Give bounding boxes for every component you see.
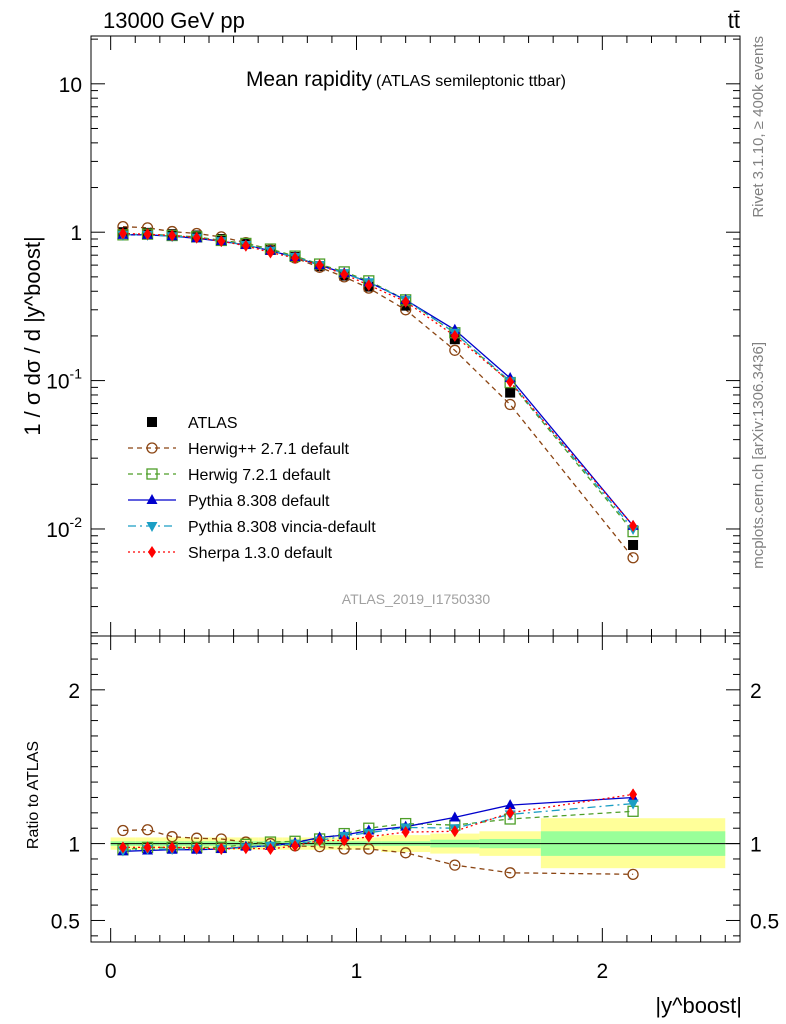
main-series-markers <box>117 220 639 564</box>
sherpa-point <box>629 519 638 532</box>
chart-title: Mean rapidity <box>246 68 373 91</box>
ratio-series-line <box>122 802 634 852</box>
herwig7-point <box>146 468 158 480</box>
ratio-y-tick-label-left: 0.5 <box>51 910 80 933</box>
sherpa-point <box>506 806 515 819</box>
y-tick-label: 10-2 <box>46 514 82 542</box>
sherpa-point <box>143 228 152 241</box>
sherpa-point <box>118 227 127 240</box>
sherpa-point <box>401 295 410 308</box>
sherpa-point <box>168 841 177 854</box>
y-tick-exponent: -2 <box>70 514 83 530</box>
x-tick-label: 2 <box>596 960 608 983</box>
herwigpp-point <box>449 859 461 871</box>
sherpa-point <box>315 834 324 847</box>
analysis-watermark: ATLAS_2019_I1750330 <box>342 591 491 607</box>
ratio-y-tick-label-right: 2 <box>750 680 762 703</box>
sherpa-point <box>266 842 275 855</box>
sherpa-point <box>315 259 324 272</box>
ratio-series-line <box>123 793 634 850</box>
ratio-y-tick-label-right: 0.5 <box>750 910 779 933</box>
ratio-panel-frame <box>90 635 741 943</box>
sherpa-point <box>241 239 250 252</box>
x-tick-label: 1 <box>351 960 363 983</box>
vincia-point <box>627 799 639 810</box>
main-y-axis-label-text: 1 / σ dσ / d |y^boost| <box>20 236 45 435</box>
sherpa-point <box>241 842 250 855</box>
ratio-y-tick-label-left: 2 <box>68 680 80 703</box>
atlas-data-point <box>147 417 157 427</box>
y-tick-label: 10-1 <box>46 366 82 394</box>
sherpa-point <box>143 841 152 854</box>
sherpa-point <box>364 279 373 292</box>
y-tick-base: 10 <box>46 519 69 542</box>
legend-entry: Herwig 7.2.1 default <box>188 467 331 484</box>
herwigpp-point <box>400 847 412 859</box>
sherpa-point <box>364 830 373 843</box>
legend-entry: Sherpa 1.3.0 default <box>188 545 333 562</box>
herwigpp-point <box>627 868 639 880</box>
herwigpp-point <box>141 824 154 836</box>
atlas-data-point <box>505 387 516 398</box>
y-tick-base: 10 <box>46 371 69 394</box>
y-tick-exponent: -1 <box>70 366 83 382</box>
herwigpp-point <box>504 867 516 879</box>
sherpa-point <box>291 252 300 265</box>
ratio-uncertainty-bands <box>110 818 740 869</box>
atlas-data-point <box>628 539 639 550</box>
ratio-y-axis-label: Ratio to ATLAS <box>25 741 42 849</box>
ratio-axes-ticks <box>91 636 740 942</box>
herwigpp-point <box>146 442 158 454</box>
sherpa-point <box>291 839 300 852</box>
ratio-series-markers <box>117 788 639 880</box>
sherpa-point <box>266 246 275 259</box>
sherpa-point <box>192 231 201 244</box>
sherpa-point <box>340 834 349 847</box>
ratio-y-tick-label-left: 1 <box>68 834 80 857</box>
herwigpp-point <box>504 398 516 411</box>
sherpa-point <box>401 826 410 839</box>
legend-entry: Pythia 8.308 default <box>188 493 330 510</box>
main-series-line <box>123 234 634 530</box>
herwigpp-point <box>363 843 375 855</box>
pythia-point <box>504 799 516 810</box>
x-axis-label: |y^boost| <box>655 993 742 1018</box>
herwigpp-point <box>627 552 639 564</box>
pythia-point <box>146 494 158 504</box>
y-tick-label: 1 <box>70 222 82 245</box>
sherpa-point <box>450 825 459 838</box>
main-series-line <box>122 233 634 533</box>
herwigpp-point <box>117 824 129 837</box>
sherpa-point <box>148 546 156 558</box>
legend-entry: ATLAS <box>188 415 238 432</box>
chart-subtitle: (ATLAS semileptonic ttbar) <box>376 73 566 90</box>
ratio-tick-labels: 2 2 1 1 0.5 0.5 0 1 2 <box>51 680 779 983</box>
vincia-point <box>146 522 158 532</box>
rivet-label: Rivet 3.1.10, ≥ 400k events <box>750 36 767 218</box>
sherpa-point <box>217 842 226 855</box>
herwigpp-point <box>449 344 461 356</box>
legend-entry: Herwig++ 2.7.1 default <box>188 441 350 458</box>
sherpa-point <box>118 841 127 854</box>
main-y-axis-label: 1 / σ dσ / d |y^boost| <box>20 236 45 435</box>
energy-label: 13000 GeV pp <box>103 8 245 33</box>
main-axes-ticks <box>91 36 740 636</box>
ratio-y-tick-label-right: 1 <box>750 834 762 857</box>
pythia-point <box>449 811 461 822</box>
y-tick-label: 10 <box>59 74 82 97</box>
sherpa-point <box>217 235 226 248</box>
legend-entry: Pythia 8.308 vincia-default <box>188 519 376 536</box>
process-label: tt̄ <box>728 8 740 33</box>
sherpa-point <box>168 229 177 242</box>
sherpa-point <box>450 329 459 342</box>
legend: ATLAS Herwig++ 2.7.1 default Herwig 7.2.1 … <box>128 415 376 562</box>
x-tick-label: 0 <box>105 960 117 983</box>
sherpa-point <box>192 842 201 855</box>
sherpa-point <box>506 375 515 388</box>
mcplots-label: mcplots.cern.ch [arXiv:1306.3436] <box>750 342 767 569</box>
sherpa-point <box>340 268 349 281</box>
